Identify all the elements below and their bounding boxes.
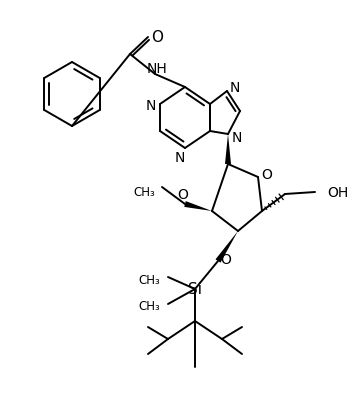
Text: N: N bbox=[175, 151, 185, 164]
Polygon shape bbox=[225, 135, 231, 164]
Text: CH₃: CH₃ bbox=[138, 300, 160, 313]
Text: O: O bbox=[177, 188, 188, 202]
Text: O: O bbox=[221, 252, 231, 266]
Text: CH₃: CH₃ bbox=[133, 186, 155, 199]
Text: NH: NH bbox=[147, 62, 167, 76]
Text: N: N bbox=[146, 99, 156, 113]
Polygon shape bbox=[184, 202, 212, 211]
Text: OH: OH bbox=[327, 186, 348, 200]
Text: Si: Si bbox=[188, 282, 202, 297]
Text: CH₃: CH₃ bbox=[138, 273, 160, 286]
Text: O: O bbox=[151, 30, 163, 45]
Text: N: N bbox=[232, 131, 242, 145]
Text: O: O bbox=[262, 168, 272, 182]
Text: N: N bbox=[230, 81, 240, 95]
Polygon shape bbox=[215, 231, 238, 263]
